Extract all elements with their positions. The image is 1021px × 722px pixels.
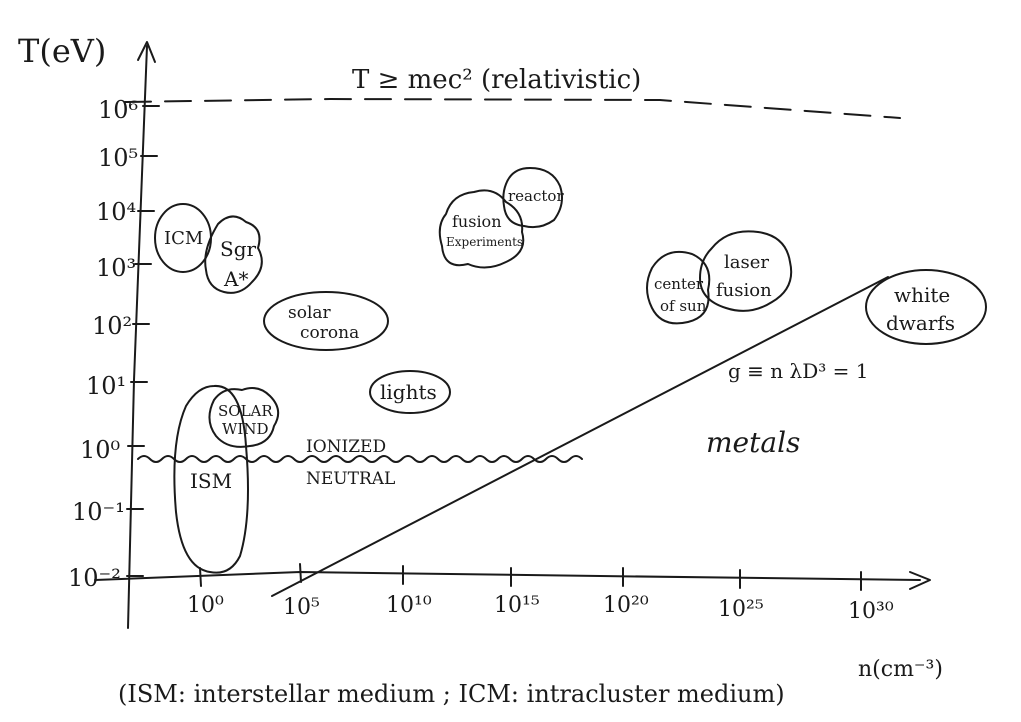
x-tick-labels: 10⁰ 10⁵ 10¹⁰ 10¹⁵ 10²⁰ 10²⁵ 10³⁰	[187, 593, 894, 624]
x-tick-label: 10²⁵	[718, 597, 764, 622]
white-dwarfs-label-line1: white	[894, 283, 950, 307]
center-of-sun-label-line1: center	[654, 275, 704, 293]
y-tick-label: 10³	[96, 254, 136, 282]
ionized-label: IONIZED	[306, 437, 386, 457]
solar-corona-label-line2: corona	[300, 323, 359, 343]
lights-label: lights	[380, 380, 437, 404]
experiments-label: Experiments	[446, 235, 523, 249]
solar-wind-label-line1: SOLAR	[218, 402, 273, 420]
x-tick-label: 10⁰	[187, 593, 224, 618]
white-dwarfs-label-line2: dwarfs	[886, 311, 955, 335]
x-axis	[94, 571, 921, 581]
region-solar-corona: solar corona	[263, 291, 389, 351]
y-tick-label: 10⁶	[98, 96, 138, 124]
sgr-label: Sgr	[220, 237, 257, 261]
laser-fusion-label-line2: fusion	[716, 280, 772, 301]
relativistic-label: T ≥ mec² (relativistic)	[352, 65, 641, 95]
y-tick-label: 10⁴	[96, 198, 136, 226]
region-lights: lights	[369, 370, 451, 414]
laser-fusion-outline	[699, 230, 793, 312]
solar-corona-label-line1: solar	[288, 303, 332, 323]
x-tick-label: 10²⁰	[603, 593, 649, 618]
reactor-label: reactor	[508, 187, 564, 205]
neutral-label: NEUTRAL	[306, 469, 395, 489]
coupling-label: g ≡ n λD³ = 1	[728, 359, 868, 383]
footnote-definitions: (ISM: interstellar medium ; ICM: intracl…	[118, 680, 785, 708]
reactor-outline	[502, 167, 563, 229]
region-reactor: reactor	[502, 167, 564, 229]
y-tick-label: 10⁵	[98, 144, 138, 172]
y-tick-label: 10¹	[86, 372, 126, 400]
white-dwarfs-outline	[865, 269, 987, 345]
region-fusion-experiments: fusion Experiments	[438, 189, 525, 269]
region-white-dwarfs: white dwarfs	[865, 269, 987, 345]
metals-label: metals	[706, 426, 800, 459]
x-tick-label: 10³⁰	[848, 599, 894, 624]
x-tick-label: 10¹⁵	[494, 593, 540, 618]
ionization-boundary-line	[137, 455, 583, 463]
solar-wind-outline	[208, 387, 280, 448]
y-tick-labels: 10⁻² 10⁻¹ 10⁰ 10¹ 10² 10³ 10⁴ 10⁵ 10⁶	[68, 96, 138, 592]
y-axis	[127, 45, 148, 629]
x-axis-label: n(cm⁻³)	[858, 657, 943, 682]
solar-wind-label-line2: WIND	[222, 420, 269, 438]
y-tick-marks	[126, 105, 160, 577]
y-tick-label: 10⁰	[80, 436, 120, 464]
x-tick-marks	[199, 563, 862, 591]
x-tick-label: 10¹⁰	[386, 593, 432, 618]
center-of-sun-outline	[646, 250, 711, 325]
fusion-label: fusion	[452, 212, 502, 231]
solar-corona-outline	[263, 291, 389, 351]
coupling-parameter-line	[271, 276, 889, 597]
y-axis-label: T(eV)	[18, 32, 106, 70]
region-laser-fusion: laser fusion	[699, 230, 793, 312]
region-icm: ICM	[154, 203, 212, 273]
relativistic-threshold-line	[124, 98, 901, 119]
y-axis-arrow	[137, 41, 156, 63]
lights-outline	[369, 370, 451, 414]
region-solar-wind: SOLAR WIND	[208, 387, 280, 448]
y-tick-label: 10⁻²	[68, 564, 121, 592]
ism-label: ISM	[190, 469, 232, 493]
laser-fusion-label-line1: laser	[724, 252, 769, 273]
region-center-of-sun: center of sun	[646, 250, 711, 325]
a-star-label: A*	[223, 267, 248, 291]
center-of-sun-label-line2: of sun	[660, 297, 707, 315]
sgr-a-star-outline	[204, 215, 263, 294]
icm-label: ICM	[164, 228, 203, 249]
x-axis-arrow	[909, 571, 931, 590]
region-sgr-a-star: Sgr A*	[204, 215, 263, 294]
x-tick-label: 10⁵	[283, 595, 320, 620]
fusion-experiments-outline	[438, 189, 525, 269]
y-tick-label: 10²	[92, 312, 132, 340]
y-tick-label: 10⁻¹	[72, 498, 125, 526]
